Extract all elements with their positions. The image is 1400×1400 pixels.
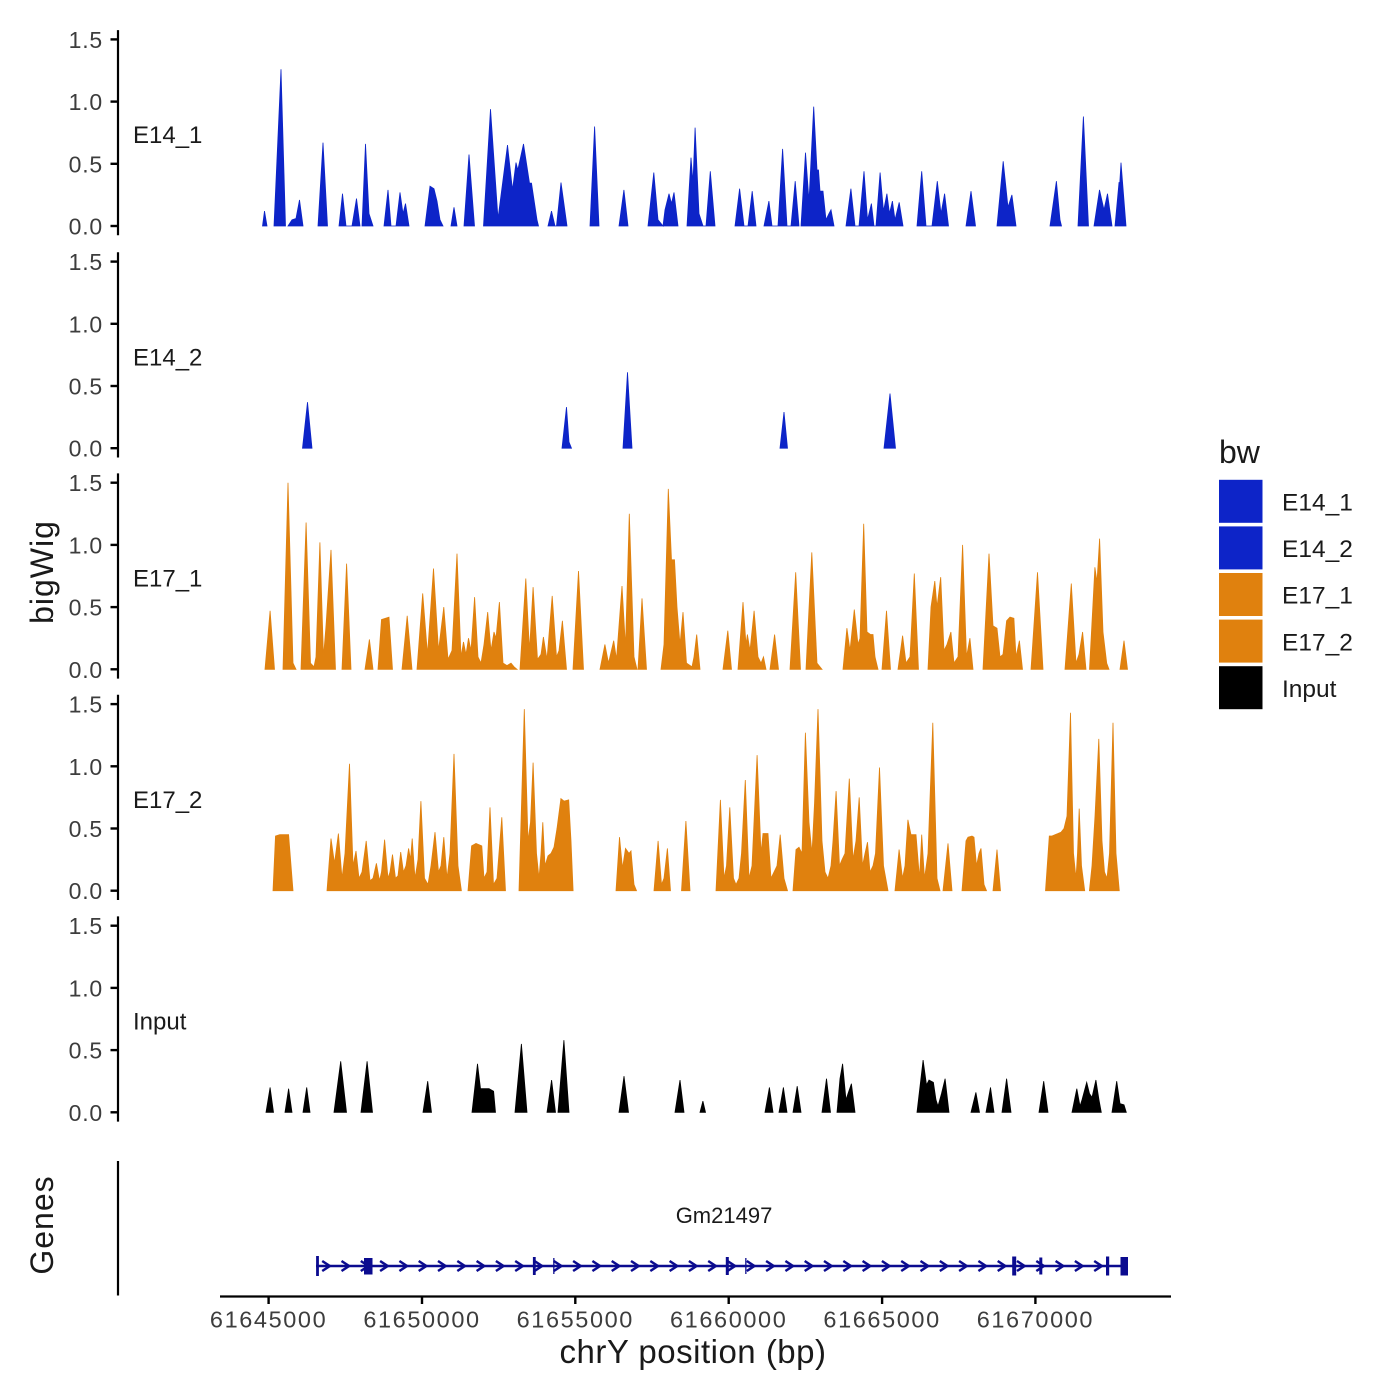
svg-text:E17_1: E17_1: [1282, 583, 1353, 610]
svg-text:61660000: 61660000: [670, 1307, 787, 1333]
svg-text:1.0: 1.0: [69, 532, 103, 558]
svg-text:1.5: 1.5: [69, 692, 103, 718]
svg-text:0.0: 0.0: [69, 214, 103, 240]
svg-text:E17_1: E17_1: [133, 566, 202, 593]
svg-text:E17_2: E17_2: [133, 787, 202, 814]
svg-text:bigWig: bigWig: [24, 520, 60, 624]
svg-text:1.0: 1.0: [69, 311, 103, 337]
svg-text:1.5: 1.5: [69, 913, 103, 939]
svg-text:E14_2: E14_2: [1282, 536, 1353, 563]
svg-text:Input: Input: [133, 1009, 187, 1036]
svg-text:E14_1: E14_1: [1282, 490, 1353, 517]
svg-text:0.5: 0.5: [69, 595, 103, 621]
svg-text:61665000: 61665000: [823, 1307, 940, 1333]
svg-text:61645000: 61645000: [210, 1307, 327, 1333]
svg-text:61670000: 61670000: [977, 1307, 1094, 1333]
svg-text:1.5: 1.5: [69, 27, 103, 53]
svg-text:E14_1: E14_1: [133, 122, 202, 149]
svg-text:61650000: 61650000: [363, 1307, 480, 1333]
svg-text:1.5: 1.5: [69, 249, 103, 275]
svg-text:0.5: 0.5: [69, 1038, 103, 1064]
svg-text:Input: Input: [1282, 676, 1337, 703]
svg-text:1.5: 1.5: [69, 470, 103, 496]
svg-text:0.5: 0.5: [69, 816, 103, 842]
svg-text:E17_2: E17_2: [1282, 629, 1353, 656]
svg-text:E14_2: E14_2: [133, 344, 202, 371]
svg-text:1.0: 1.0: [69, 754, 103, 780]
svg-text:Genes: Genes: [24, 1175, 60, 1274]
svg-text:1.0: 1.0: [69, 89, 103, 115]
svg-text:chrY position (bp): chrY position (bp): [559, 1333, 826, 1370]
svg-text:Gm21497: Gm21497: [676, 1203, 773, 1228]
svg-text:0.0: 0.0: [69, 436, 103, 462]
svg-text:bw: bw: [1219, 434, 1261, 470]
svg-text:0.0: 0.0: [69, 1100, 103, 1126]
svg-text:0.0: 0.0: [69, 878, 103, 904]
svg-text:0.5: 0.5: [69, 151, 103, 177]
svg-text:0.5: 0.5: [69, 374, 103, 400]
svg-text:61655000: 61655000: [517, 1307, 634, 1333]
svg-text:1.0: 1.0: [69, 975, 103, 1001]
svg-text:0.0: 0.0: [69, 657, 103, 683]
